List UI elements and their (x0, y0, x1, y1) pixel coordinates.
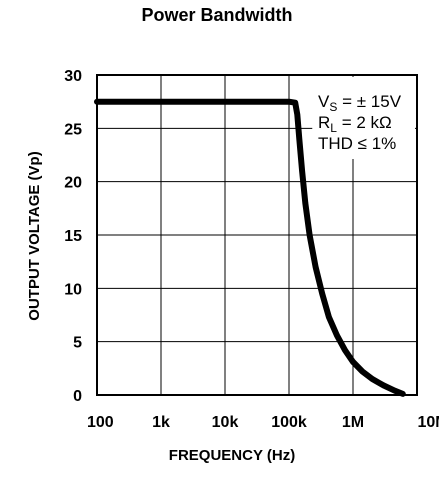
conditions-box (312, 77, 415, 159)
y-tick-label: 5 (73, 335, 82, 352)
x-tick-label: 100k (271, 414, 307, 431)
y-tick-label: 0 (73, 388, 82, 405)
condition-rl: RL = 2 kΩ (318, 113, 392, 135)
x-tick-label: 1k (152, 414, 170, 431)
condition-vs: VS = ± 15V (318, 92, 402, 114)
conditions-annotation: VS = ± 15V RL = 2 kΩ THD ≤ 1% (318, 92, 402, 153)
y-tick-label: 20 (64, 175, 82, 192)
x-tick-label: 1M (342, 414, 364, 431)
plot-frame (96, 74, 418, 396)
series-line (94, 98, 406, 397)
x-axis-label: FREQUENCY (Hz) (169, 447, 295, 464)
chart-title: Power Bandwidth (141, 5, 292, 25)
y-tick-label: 15 (64, 228, 82, 245)
x-tick-labels: 100 1k 10k 100k 1M 10M (87, 414, 439, 431)
y-tick-label: 10 (64, 281, 82, 298)
x-tick-label: 100 (87, 414, 114, 431)
y-axis-label: OUTPUT VOLTAGE (Vp) (26, 151, 43, 320)
x-tick-label: 10k (212, 414, 239, 431)
y-tick-label: 25 (64, 121, 82, 138)
y-tick-label: 30 (64, 68, 82, 85)
x-tick-label: 10M (417, 414, 439, 431)
condition-thd: THD ≤ 1% (318, 134, 396, 153)
y-tick-labels: 0 5 10 15 20 25 30 (64, 68, 82, 405)
